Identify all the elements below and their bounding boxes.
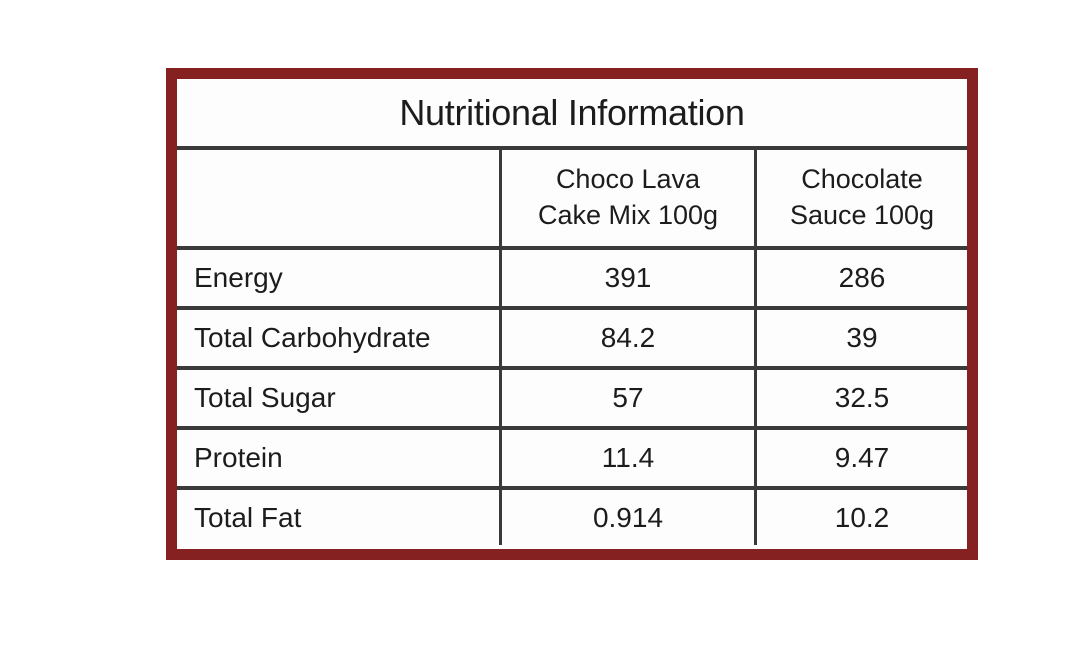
column-header-choco-lava-cake-mix: Choco Lava Cake Mix 100g — [499, 150, 754, 246]
column-header-chocolate-sauce: Chocolate Sauce 100g — [754, 150, 967, 246]
row-label-total-fat: Total Fat — [177, 486, 499, 545]
table-title: Nutritional Information — [177, 79, 967, 150]
column-header-line: Cake Mix 100g — [537, 200, 719, 230]
row-label-total-carbohydrate: Total Carbohydrate — [177, 306, 499, 366]
cell-total-fat-choco-lava: 0.914 — [499, 486, 754, 545]
cell-energy-chocolate-sauce: 286 — [754, 246, 967, 306]
header-empty-cell — [177, 150, 499, 246]
cell-total-sugar-chocolate-sauce: 32.5 — [754, 366, 967, 426]
cell-total-carbohydrate-choco-lava: 84.2 — [499, 306, 754, 366]
column-header-line: Sauce 100g — [789, 200, 935, 230]
cell-total-fat-chocolate-sauce: 10.2 — [754, 486, 967, 545]
row-label-energy: Energy — [177, 246, 499, 306]
table-grid: Choco Lava Cake Mix 100g Chocolate Sauce… — [177, 150, 967, 545]
cell-protein-chocolate-sauce: 9.47 — [754, 426, 967, 486]
cell-total-carbohydrate-chocolate-sauce: 39 — [754, 306, 967, 366]
row-label-protein: Protein — [177, 426, 499, 486]
column-header-line: Choco Lava — [555, 164, 701, 195]
cell-protein-choco-lava: 11.4 — [499, 426, 754, 486]
cell-energy-choco-lava: 391 — [499, 246, 754, 306]
cell-total-sugar-choco-lava: 57 — [499, 366, 754, 426]
column-header-line: Chocolate — [801, 164, 923, 195]
row-label-total-sugar: Total Sugar — [177, 366, 499, 426]
nutrition-table: Nutritional Information Choco Lava Cake … — [166, 68, 978, 560]
